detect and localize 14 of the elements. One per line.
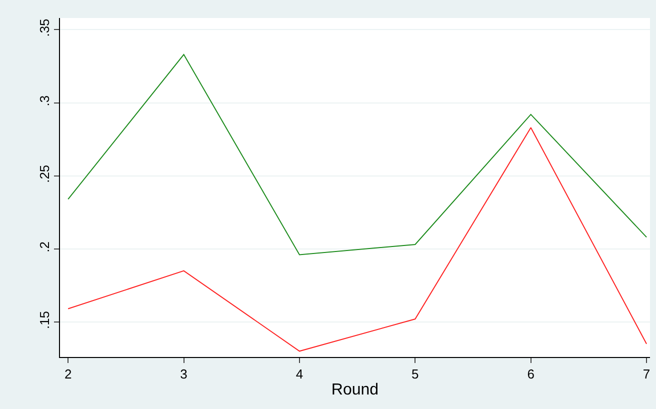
- x-tick-label: 2: [64, 366, 72, 382]
- x-axis-title: Round: [331, 381, 379, 398]
- x-tick-label: 7: [642, 366, 650, 382]
- line-series: [68, 54, 648, 256]
- x-tick-label: 5: [412, 366, 419, 382]
- y-tick-label: .15: [36, 310, 52, 330]
- x-tick-label: 6: [527, 366, 534, 382]
- line-series: [68, 127, 648, 352]
- x-tick-label: 3: [180, 366, 188, 382]
- y-tick-label: .2: [36, 242, 52, 252]
- y-tick-label: .35: [36, 18, 52, 37]
- y-tick-label: .3: [36, 95, 52, 106]
- y-tick-label: .25: [36, 164, 52, 183]
- x-tick-label: 4: [296, 366, 304, 382]
